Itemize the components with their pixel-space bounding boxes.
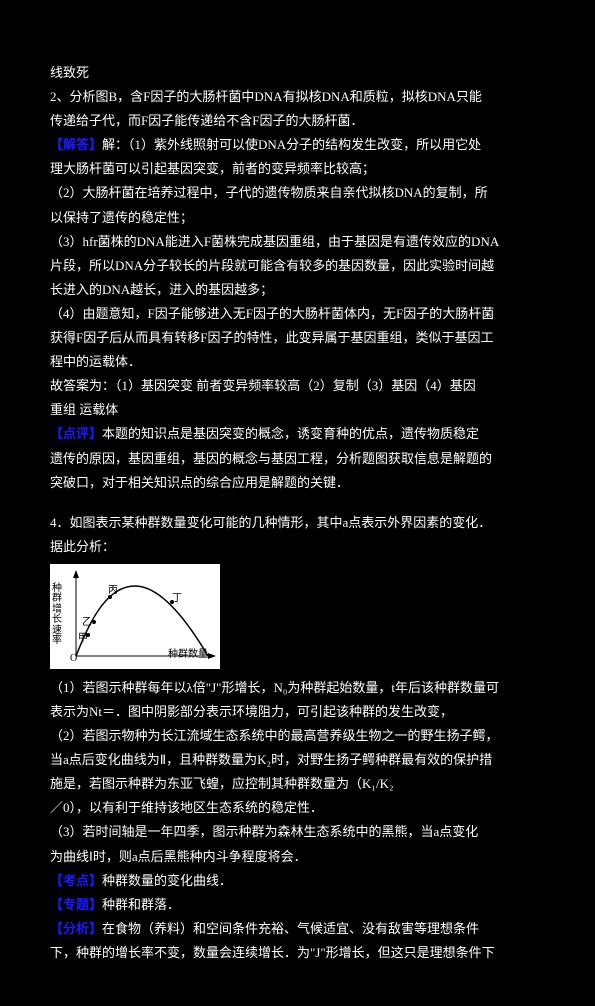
x-axis-label: 种群数量 xyxy=(168,646,208,663)
body-text: 突破口，对于相关知识点的综合应用是解题的关键． xyxy=(50,472,545,494)
label-yi: 乙 xyxy=(82,614,92,631)
q4-sub1: （1）若图示种群每年以λ倍"J"形增长，N₀为种群起始数量，t年后该种群数量可 xyxy=(50,677,545,699)
question-4: 4．如图表示某种群数量变化可能的几种情形，其中a点表示外界因素的变化． 据此分析… xyxy=(50,512,545,964)
text: 表示为Nt＝ xyxy=(50,704,115,719)
q4-sub1b: 表示为Nt＝．图中阴影部分表示环境阻力，可引起该种群的发生改变， xyxy=(50,701,545,723)
q4-sub3a: （3）若时间轴是一年四季，图示种群为森林生态系统中的黑熊，当a点变化 xyxy=(50,821,545,843)
body-text: 理大肠杆菌可以引起基因突变，前者的变异频率比较高； xyxy=(50,158,545,180)
q4-sub2f: ／0），以有利于维持该地区生态系统的稳定性． xyxy=(50,797,545,819)
text: 改变， xyxy=(414,704,453,719)
body-text: 本题的知识点是基因突变的概念，诱变育种的优点，遗传物质稳定 xyxy=(102,426,479,441)
label-zhuanti: 【专题】 xyxy=(50,897,102,912)
body-text: 传递给子代，而F因子能传递给不含F因子的大肠杆菌． xyxy=(50,110,545,132)
body-text: 重组 运载体 xyxy=(50,399,545,421)
body-text: 获得F因子后从而具有转移F因子的特性，此变异属于基因重组，类似于基因工 xyxy=(50,327,545,349)
body-text: 【点评】本题的知识点是基因突变的概念，诱变育种的优点，遗传物质稳定 xyxy=(50,423,545,445)
question-post: 据此分析： xyxy=(50,536,545,558)
label-ding: 丁 xyxy=(172,590,182,607)
text: ． xyxy=(294,849,307,864)
y-axis-label: 种群增长速率 xyxy=(52,584,64,647)
kaodian-line: 【考点】种群数量的变化曲线． xyxy=(50,870,545,892)
label-jieda: 【解答】 xyxy=(50,137,102,152)
zhuanti-line: 【专题】种群和群落． xyxy=(50,894,545,916)
fenxi-text: 在食物（养料）和空间条件充裕、气候适宜、没有敌害等理想条件 xyxy=(102,921,479,936)
label-bing: 丙 xyxy=(108,582,118,599)
growth-curve-chart: 种群增长速率 种群数量 O 甲 乙 丙 丁 xyxy=(50,564,220,669)
q4-sub2b: 当a点后变化曲线为Ⅱ，且种群数量为K₂时，对野生扬子鳄种群最有效的保护措 xyxy=(50,749,545,771)
label-fenxi: 【分析】 xyxy=(50,921,102,936)
body-text: 以保持了遗传的稳定性； xyxy=(50,207,545,229)
text: 为曲线Ⅰ时，则a点后黑熊种内斗争程度将会 xyxy=(50,849,294,864)
point-yi xyxy=(92,620,96,624)
body-text: 故答案为：（1）基因突变 前者变异频率较高（2）复制（3）基因（4）基因 xyxy=(50,375,545,397)
body-text: （4）由题意知，F因子能够进入无F因子的大肠杆菌体内，无F因子的大肠杆菌 xyxy=(50,303,545,325)
body-text: （2）大肠杆菌在培养过程中，子代的遗传物质来自亲代拟核DNA的复制，所 xyxy=(50,182,545,204)
kaodian-text: 种群数量的变化曲线． xyxy=(102,873,232,888)
text: ．图中阴影部分表示环境阻力，可引起该种群的 xyxy=(115,704,388,719)
q4-sub2: （2）若图示物种为长江流域生态系统中的最高营养级生物之一的野生扬子鳄， xyxy=(50,725,545,747)
q4-sub2c: 施是，若图示种群为东亚飞蝗，应控制其种群数量为（K₁/K₂ xyxy=(50,773,545,795)
page-root: 线致死 2、分析图B，含F因子的大肠杆菌中DNA有拟核DNA和质粒，拟核DNA只… xyxy=(0,0,595,1006)
origin-label: O xyxy=(70,650,77,667)
body-text: （3）hfr菌株的DNA能进入F菌株完成基因重组，由于基因是有遗传效应的DNA xyxy=(50,231,545,253)
body-text: 【解答】解：（1）紫外线照射可以使DNA分子的结构发生改变，所以用它处 xyxy=(50,134,545,156)
label-kaodian: 【考点】 xyxy=(50,873,102,888)
fenxi-line: 【分析】在食物（养料）和空间条件充裕、气候适宜、没有敌害等理想条件 xyxy=(50,918,545,940)
body-text: 片段，所以DNA分子较长的片段就可能含有较多的基因数量，因此实验时间越 xyxy=(50,255,545,277)
q4-sub3b: 为曲线Ⅰ时，则a点后黑熊种内斗争程度将会． xyxy=(50,846,545,868)
label-dianping: 【点评】 xyxy=(50,426,102,441)
body-text: 2、分析图B，含F因子的大肠杆菌中DNA有拟核DNA和质粒，拟核DNA只能 xyxy=(50,86,545,108)
zhuanti-text: 种群和群落． xyxy=(102,897,180,912)
body-text: 遗传的原因，基因重组，基因的概念与基因工程，分析题图获取信息是解题的 xyxy=(50,448,545,470)
body-text: 程中的运载体． xyxy=(50,351,545,373)
text: 施是 xyxy=(50,776,76,791)
text: 发生 xyxy=(388,704,414,719)
body-text: 长进入的DNA越长，进入的基因越多； xyxy=(50,279,545,301)
text: （K₁/K₂ xyxy=(349,776,393,791)
question-title: 4．如图表示某种群数量变化可能的几种情形，其中a点表示外界因素的变化． xyxy=(50,512,545,534)
body-text: 解：（1）紫外线照射可以使DNA分子的结构发生改变，所以用它处 xyxy=(102,137,481,152)
fenxi-text-2: 下，种群的增长率不变，数量会连续增长．为"J"形增长，但这只是理想条件下 xyxy=(50,942,545,964)
y-arrow xyxy=(73,570,79,578)
label-jia: 甲 xyxy=(78,630,88,647)
body-text: 线致死 xyxy=(50,62,545,84)
text: ，若图示种群为东亚飞蝗，应控制其种群数量为 xyxy=(76,776,349,791)
x-arrow xyxy=(208,653,216,659)
